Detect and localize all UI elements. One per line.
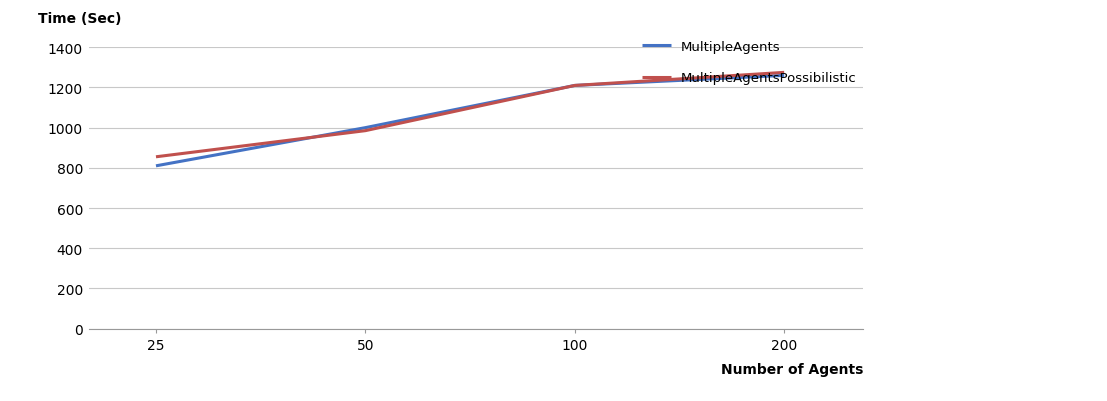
Line: MultipleAgentsPossibilistic: MultipleAgentsPossibilistic [156, 73, 784, 157]
MultipleAgents [777, 74, 790, 79]
Legend: MultipleAgents, MultipleAgentsPossibilistic: MultipleAgents, MultipleAgentsPossibilis… [642, 41, 857, 85]
MultipleAgentsPossibilistic [568, 84, 581, 89]
MultipleAgentsPossibilistic [359, 129, 372, 134]
Line: MultipleAgents: MultipleAgents [156, 76, 784, 166]
Text: Number of Agents: Number of Agents [721, 363, 863, 377]
MultipleAgentsPossibilistic [149, 155, 163, 160]
Text: Time (Sec): Time (Sec) [38, 12, 122, 26]
MultipleAgentsPossibilistic [777, 71, 790, 75]
MultipleAgents [359, 126, 372, 131]
MultipleAgents [149, 164, 163, 169]
MultipleAgents [568, 84, 581, 89]
